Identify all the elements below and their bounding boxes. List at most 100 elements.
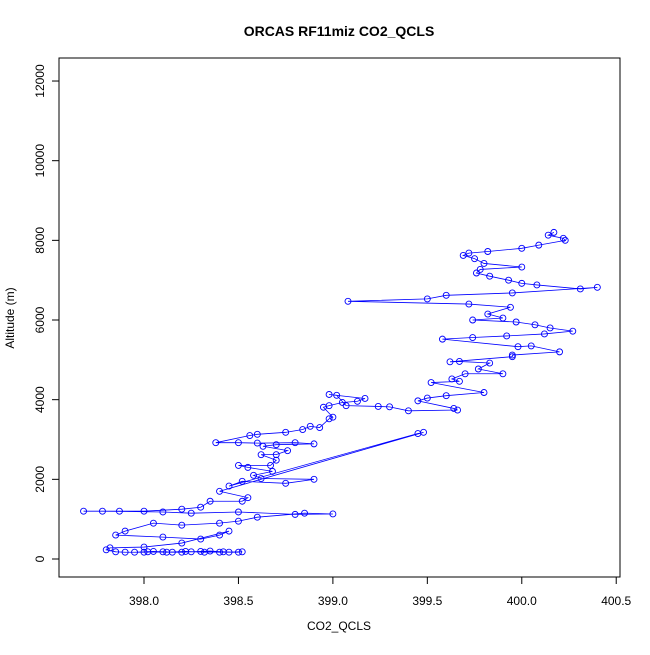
data-point [325,415,333,423]
data-point [272,456,280,464]
data-point [442,392,450,400]
data-point [461,370,469,378]
data-point [499,370,507,378]
data-point [238,497,246,505]
data-point [140,507,148,515]
data-point [546,324,554,332]
data-point [505,276,513,284]
data-point [518,244,526,252]
x-axis-label: CO2_QCLS [307,619,371,633]
y-tick-label: 10000 [33,144,47,178]
data-point [178,539,186,547]
data-point [454,406,462,414]
x-tick-label: 399.5 [412,594,442,608]
data-point [140,548,148,556]
data-point [244,463,252,471]
data-point [427,379,435,386]
data-point [272,441,280,449]
data-point [225,482,233,490]
data-point [593,283,601,291]
data-point [225,527,233,535]
data-point [361,395,369,402]
data-point [178,521,186,529]
data-point [197,503,205,511]
data-point [253,513,261,521]
data-point [484,248,492,255]
data-point [518,279,526,287]
data-point [257,451,265,459]
data-point [197,547,205,555]
data-point [291,510,299,518]
data-point [291,439,299,447]
data-point [301,509,309,517]
data-point [115,507,123,515]
data-point [420,428,428,436]
data-point [476,265,484,273]
data-point [284,447,292,455]
data-point [121,527,129,535]
data-point [514,343,522,351]
data-point [527,342,535,350]
data-point [282,479,290,487]
data-point [423,394,431,402]
data-point [471,255,479,263]
data-point [253,430,261,438]
y-axis-label: Altitude (m) [3,287,17,348]
data-point [216,519,224,527]
data-point [325,391,333,398]
data-point [216,548,224,556]
data-point [102,546,110,554]
data-point [234,508,242,516]
data-point [216,487,224,495]
data-point [559,234,567,242]
data-point [353,397,361,405]
data-point [540,330,548,338]
data-point [319,403,327,411]
data-point [480,389,488,396]
data-point [414,397,422,405]
data-point [121,548,129,556]
data-point [556,348,564,356]
data-point [518,263,526,271]
data-point [216,531,224,539]
data-point [212,439,220,447]
data-point [257,475,265,482]
data-point [178,505,186,513]
data-point [144,548,152,556]
data-point [465,249,473,257]
data-point [455,377,463,385]
data-point [469,316,477,324]
data-point [512,318,520,326]
data-point [450,404,458,412]
y-tick-label: 2000 [33,466,47,493]
data-point [80,507,88,515]
data-point [244,494,252,502]
data-point [250,471,258,479]
data-point [508,289,516,297]
data-line [83,232,598,553]
data-point [206,497,214,505]
data-point [112,531,120,539]
data-point [106,544,114,552]
y-tick-label: 0 [33,555,47,562]
data-point [442,291,450,299]
data-point [140,543,148,551]
data-point [455,357,463,365]
data-point [544,231,552,239]
data-point [569,327,577,335]
data-point [446,358,454,366]
data-point [499,314,507,322]
data-point [329,413,337,421]
data-point [246,432,254,439]
y-tick-label: 4000 [33,386,47,413]
data-point [474,365,482,373]
data-point [182,547,190,555]
y-tick-label: 8000 [33,227,47,254]
chart-title: ORCAS RF11miz CO2_QCLS [244,23,435,39]
data-point [149,519,157,527]
data-point [310,440,318,448]
data-point [448,375,456,383]
data-point [238,548,246,556]
data-point [200,548,208,556]
